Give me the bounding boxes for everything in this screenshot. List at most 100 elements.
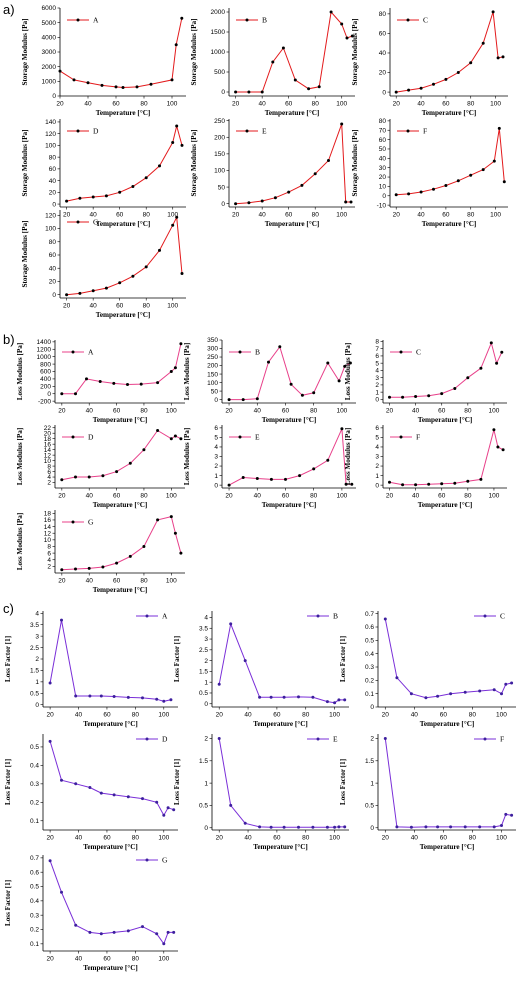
x-tick-label: 40 [90,212,98,219]
y-tick-label: 2 [35,656,39,663]
data-point [419,190,423,194]
y-tick-label: 6 [47,550,51,557]
data-point [491,10,495,14]
y-tick-label: 0.4 [30,763,39,770]
data-point [60,618,63,622]
data-point [496,445,500,449]
data-point [492,825,496,829]
series-line [59,18,183,89]
y-tick-label: 16 [44,517,52,524]
series-line [389,429,504,486]
legend-entry: E [262,127,267,136]
x-axis-title: Temperature [°C] [93,416,148,424]
data-point [424,825,428,829]
x-tick-label: 80 [467,212,475,219]
x-tick-label: 60 [282,493,290,500]
x-tick-label: 80 [312,212,320,219]
x-tick-label: 80 [140,408,148,415]
data-point [407,88,411,92]
y-tick-label: 0 [382,89,386,96]
x-tick-label: 80 [140,578,148,585]
data-point [409,825,413,829]
x-tick-label: 20 [393,101,401,108]
legend-marker [71,435,75,439]
data-point [128,461,132,465]
legend-entry: B [262,16,267,25]
y-tick-label: 1 [204,780,208,787]
data-point [333,825,337,829]
data-point [495,361,499,365]
y-tick-label: 2.5 [30,645,39,652]
data-point [170,78,174,82]
x-tick-label: 20 [386,408,394,415]
y-tick-label: 4 [375,444,379,451]
y-axis-title: Storage Modulus [Pa] [21,18,29,85]
data-point [337,379,341,383]
data-point [169,370,173,373]
y-tick-label: 200 [207,363,218,370]
legend-entry: B [255,348,260,357]
legend-marker [71,350,75,354]
data-point [500,824,503,827]
series-line [49,860,174,945]
x-tick-label: 20 [386,493,394,500]
data-point [58,69,62,73]
x-tick-label: 80 [143,212,151,219]
series-line [49,741,174,817]
y-tick-label: 4 [214,444,218,451]
y-tick-label: 40 [49,265,57,272]
x-tick-label: 80 [464,493,472,500]
x-tick-label: 100 [167,303,178,310]
y-tick-label: 70 [379,127,387,134]
y-tick-label: 0 [221,89,225,96]
y-tick-label: 4 [204,615,208,622]
y-tick-label: 10 [44,458,52,465]
data-point [65,293,69,297]
data-point [383,617,387,621]
legend-marker [316,737,320,741]
x-tick-label: 60 [112,101,120,108]
data-point [343,698,347,702]
data-point [175,215,179,219]
y-tick-label: 1 [214,473,218,480]
data-point [478,825,482,829]
y-tick-label: 5 [214,435,218,442]
data-point [325,825,329,829]
data-point [234,202,238,206]
legend-entry: A [88,348,94,357]
data-point [227,398,231,402]
y-tick-label: 60 [379,31,387,38]
data-point [174,43,178,47]
x-tick-label: 100 [329,712,340,719]
data-point [60,890,63,894]
y-tick-label: 2 [47,480,51,487]
data-point [456,71,460,74]
y-tick-label: 0.1 [30,818,39,825]
x-tick-label: 100 [336,212,347,219]
y-tick-label: 14 [44,524,52,531]
chart-a-E: 0 50 100 150 200 250 20 40 60 80 100 Temperature [°… [190,118,355,228]
y-tick-label: 0.5 [365,638,374,645]
x-tick-label: 60 [103,835,111,842]
x-tick-label: 20 [382,835,390,842]
y-tick-label: 10 [44,537,52,544]
y-tick-label: 4 [47,474,51,481]
data-point [260,90,264,94]
x-tick-label: 20 [225,493,233,500]
x-tick-label: 40 [75,956,83,963]
y-tick-label: 1000 [42,79,57,86]
legend-marker [406,129,410,133]
data-point [60,392,64,396]
data-point [409,692,413,696]
data-point [395,676,399,680]
data-point [112,381,116,385]
data-point [394,193,398,197]
x-tick-label: 20 [46,835,54,842]
x-tick-label: 20 [232,101,240,108]
y-tick-label: 8 [375,339,379,346]
data-point [510,813,514,817]
data-point [500,350,504,354]
